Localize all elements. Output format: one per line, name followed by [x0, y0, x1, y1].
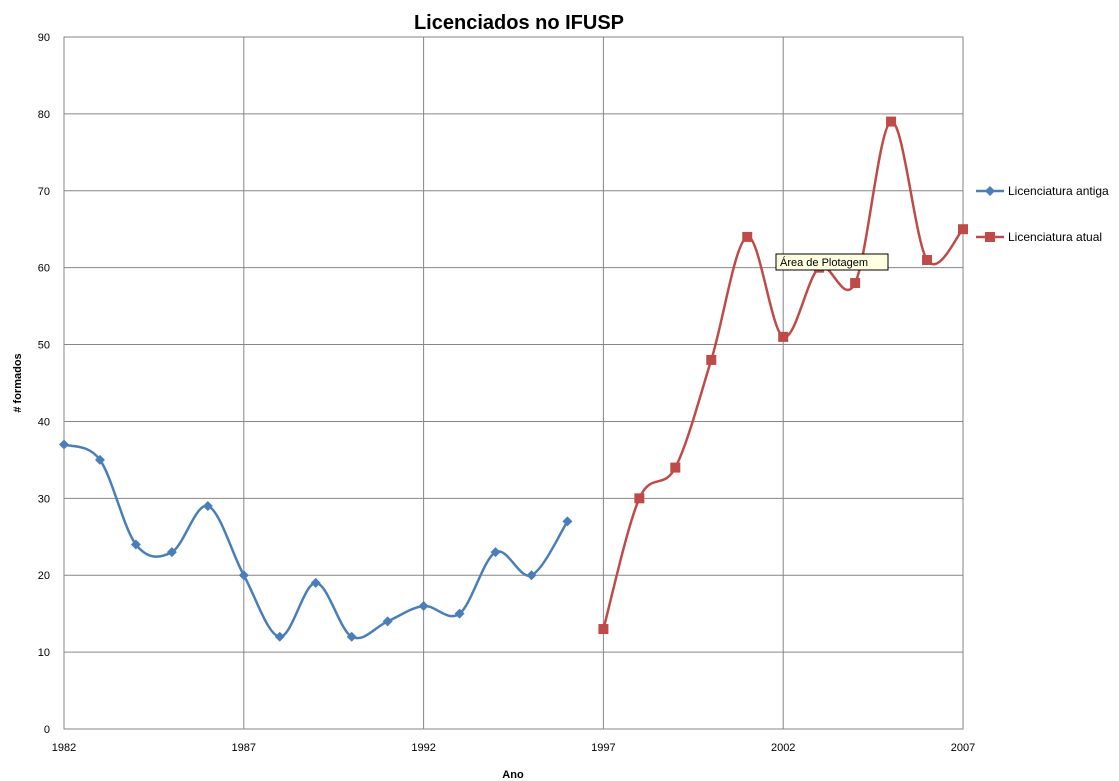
data-point — [274, 631, 285, 642]
data-point — [778, 331, 789, 342]
data-point — [526, 570, 537, 581]
data-point — [598, 624, 609, 635]
x-tick-label: 2007 — [951, 742, 975, 754]
legend-label: Licenciatura antiga — [1008, 184, 1109, 198]
legend-marker — [985, 232, 995, 242]
x-tick-label: 1992 — [411, 742, 435, 754]
y-tick-label: 70 — [38, 186, 50, 198]
data-point — [490, 547, 501, 558]
y-axis-ticks: 0 10 20 30 40 50 60 70 80 90 — [38, 32, 50, 736]
plot-frame — [63, 36, 964, 730]
series-2 — [598, 116, 968, 635]
data-point — [706, 354, 717, 365]
y-axis-title: # formados — [12, 353, 24, 412]
y-tick-label: 50 — [38, 340, 50, 352]
y-tick-label: 90 — [38, 32, 50, 44]
data-point — [238, 570, 249, 581]
data-point — [670, 462, 681, 473]
y-tick-label: 0 — [44, 724, 50, 736]
data-point — [382, 616, 393, 627]
legend-item: Licenciatura antiga — [976, 184, 1109, 198]
series-line — [63, 443, 569, 640]
legend-item: Licenciatura atual — [976, 230, 1102, 244]
legend-marker — [985, 186, 995, 196]
data-point — [634, 493, 645, 504]
data-point — [130, 539, 141, 550]
tooltip-text: Área de Plotagem — [780, 256, 868, 269]
data-point — [850, 278, 861, 289]
x-tick-label: 1982 — [52, 742, 76, 754]
data-point — [202, 501, 213, 512]
data-point — [59, 439, 69, 450]
data-point — [958, 224, 968, 235]
plot-area-tooltip: Área de Plotagem — [775, 253, 889, 271]
y-tick-label: 20 — [38, 570, 50, 582]
y-tick-label: 80 — [38, 109, 50, 121]
legend: Licenciatura antiga Licenciatura atual — [976, 184, 1109, 244]
plot-grid — [63, 36, 964, 730]
data-point — [310, 577, 321, 588]
x-axis-ticks: 1982 1987 1992 1997 2002 2007 — [52, 742, 975, 754]
y-tick-label: 30 — [38, 493, 50, 505]
data-point — [94, 454, 105, 465]
chart-title: Licenciados no IFUSP — [414, 12, 624, 34]
x-tick-label: 1987 — [232, 742, 256, 754]
data-point — [454, 608, 465, 619]
data-point — [346, 631, 357, 642]
data-point — [922, 254, 933, 265]
y-tick-label: 60 — [38, 263, 50, 275]
tooltip-box — [775, 253, 889, 271]
series-layer — [59, 116, 968, 642]
y-tick-label: 10 — [38, 647, 50, 659]
data-point — [742, 231, 753, 242]
data-point — [166, 547, 177, 558]
data-point — [886, 116, 897, 127]
y-tick-label: 40 — [38, 416, 50, 428]
x-axis-title: Ano — [502, 769, 524, 781]
series-1 — [59, 439, 573, 642]
data-point — [418, 600, 429, 611]
legend-label: Licenciatura atual — [1008, 230, 1102, 244]
x-tick-label: 1997 — [591, 742, 615, 754]
data-point — [562, 516, 573, 527]
x-tick-label: 2002 — [771, 742, 795, 754]
